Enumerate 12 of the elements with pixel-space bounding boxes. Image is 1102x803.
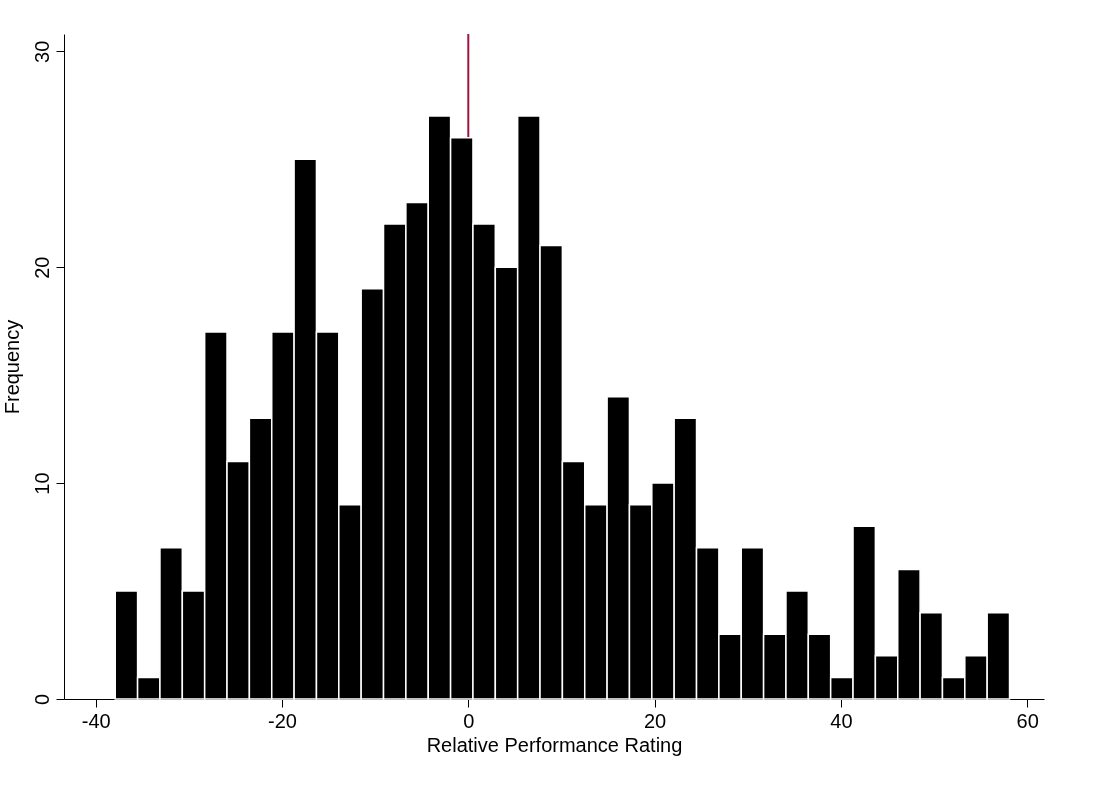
x-tick-label: 60 bbox=[1016, 709, 1039, 732]
y-axis-title: Frequency bbox=[0, 319, 23, 415]
y-tick-label: 20 bbox=[30, 256, 53, 279]
x-tick-label: -40 bbox=[81, 709, 111, 732]
x-axis-title: Relative Performance Rating bbox=[426, 733, 683, 756]
y-tick-label: 10 bbox=[30, 472, 53, 495]
y-tick-label: 30 bbox=[30, 40, 53, 63]
x-tick-label: 40 bbox=[830, 709, 853, 732]
x-tick-label: -20 bbox=[268, 709, 297, 732]
x-tick-label: 20 bbox=[643, 709, 667, 732]
x-tick-label: 0 bbox=[463, 709, 475, 732]
y-tick-label: 0 bbox=[30, 693, 53, 706]
